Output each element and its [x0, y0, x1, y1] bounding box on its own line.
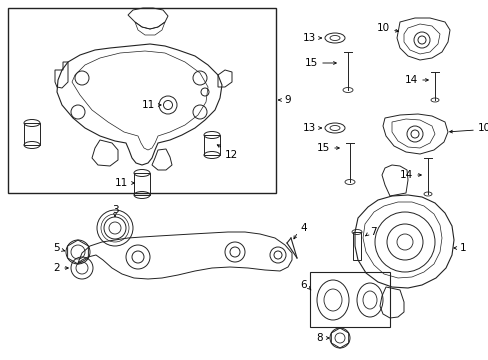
Bar [203, 135, 220, 155]
Text: 2: 2 [53, 263, 60, 273]
Text: 3: 3 [111, 205, 118, 215]
Bar [24, 123, 40, 145]
Text: 11: 11 [115, 178, 128, 188]
Bar [8, 8, 275, 193]
Bar [352, 232, 360, 260]
Text: 8: 8 [316, 333, 323, 343]
Text: 5: 5 [53, 243, 60, 253]
Text: 14: 14 [399, 170, 412, 180]
Text: 12: 12 [224, 150, 238, 160]
Text: 15: 15 [304, 58, 317, 68]
Text: 9: 9 [284, 95, 290, 105]
Text: 6: 6 [300, 280, 306, 290]
Bar [134, 173, 150, 195]
Text: 10: 10 [376, 23, 389, 33]
Text: 4: 4 [299, 223, 306, 233]
Text: 14: 14 [404, 75, 417, 85]
Text: 7: 7 [369, 227, 376, 237]
Bar [309, 272, 389, 327]
Text: 1: 1 [459, 243, 466, 253]
Text: 15: 15 [316, 143, 329, 153]
Text: 13: 13 [302, 123, 315, 133]
Text: 11: 11 [142, 100, 155, 110]
Text: 13: 13 [302, 33, 315, 43]
Text: 10: 10 [477, 123, 488, 133]
